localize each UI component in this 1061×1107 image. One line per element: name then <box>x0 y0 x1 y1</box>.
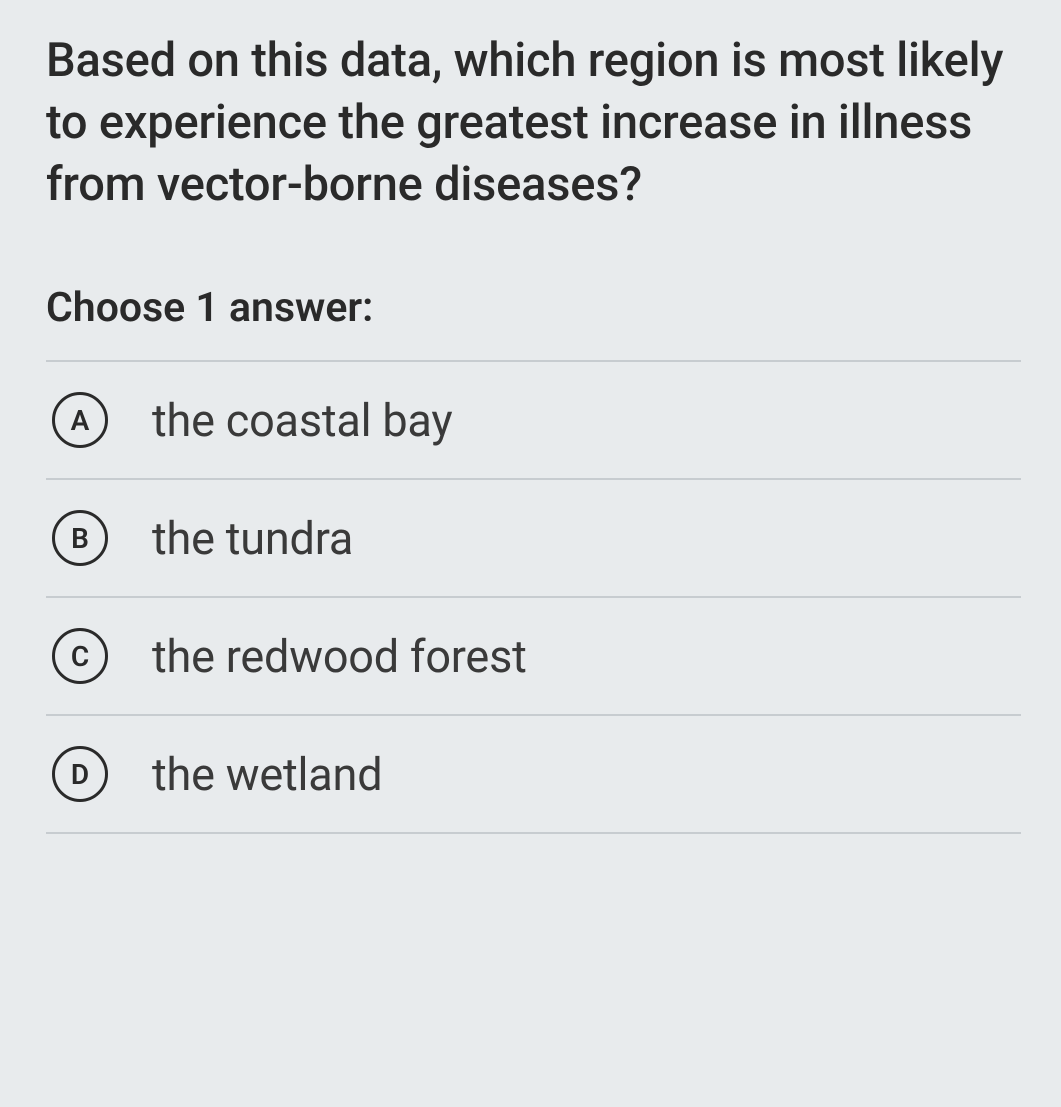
option-d[interactable]: D the wetland <box>46 716 1021 834</box>
option-b[interactable]: B the tundra <box>46 480 1021 598</box>
option-a[interactable]: A the coastal bay <box>46 362 1021 480</box>
options-list: A the coastal bay B the tundra C the red… <box>46 360 1021 834</box>
option-text: the redwood forest <box>152 630 527 683</box>
option-text: the wetland <box>152 748 382 801</box>
option-text: the tundra <box>152 512 353 565</box>
option-letter-circle: A <box>52 392 108 448</box>
option-letter-circle: B <box>52 510 108 566</box>
option-text: the coastal bay <box>152 394 452 447</box>
option-c[interactable]: C the redwood forest <box>46 598 1021 716</box>
option-letter-circle: D <box>52 746 108 802</box>
choose-label: Choose 1 answer: <box>46 284 1021 332</box>
option-letter-circle: C <box>52 628 108 684</box>
question-text: Based on this data, which region is most… <box>46 30 1021 216</box>
question-block: Based on this data, which region is most… <box>0 0 1061 834</box>
